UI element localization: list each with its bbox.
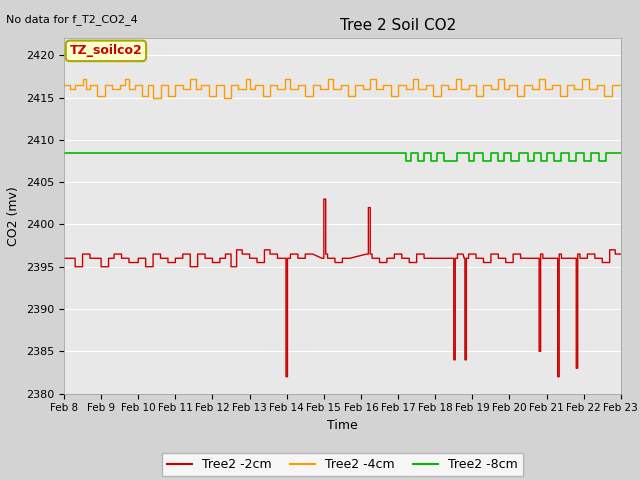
Legend: Tree2 -2cm, Tree2 -4cm, Tree2 -8cm: Tree2 -2cm, Tree2 -4cm, Tree2 -8cm	[162, 453, 523, 476]
Title: Tree 2 Soil CO2: Tree 2 Soil CO2	[340, 18, 456, 33]
Text: No data for f_T2_CO2_4: No data for f_T2_CO2_4	[6, 14, 138, 25]
Text: TZ_soilco2: TZ_soilco2	[70, 44, 142, 58]
X-axis label: Time: Time	[327, 419, 358, 432]
Y-axis label: CO2 (mv): CO2 (mv)	[7, 186, 20, 246]
